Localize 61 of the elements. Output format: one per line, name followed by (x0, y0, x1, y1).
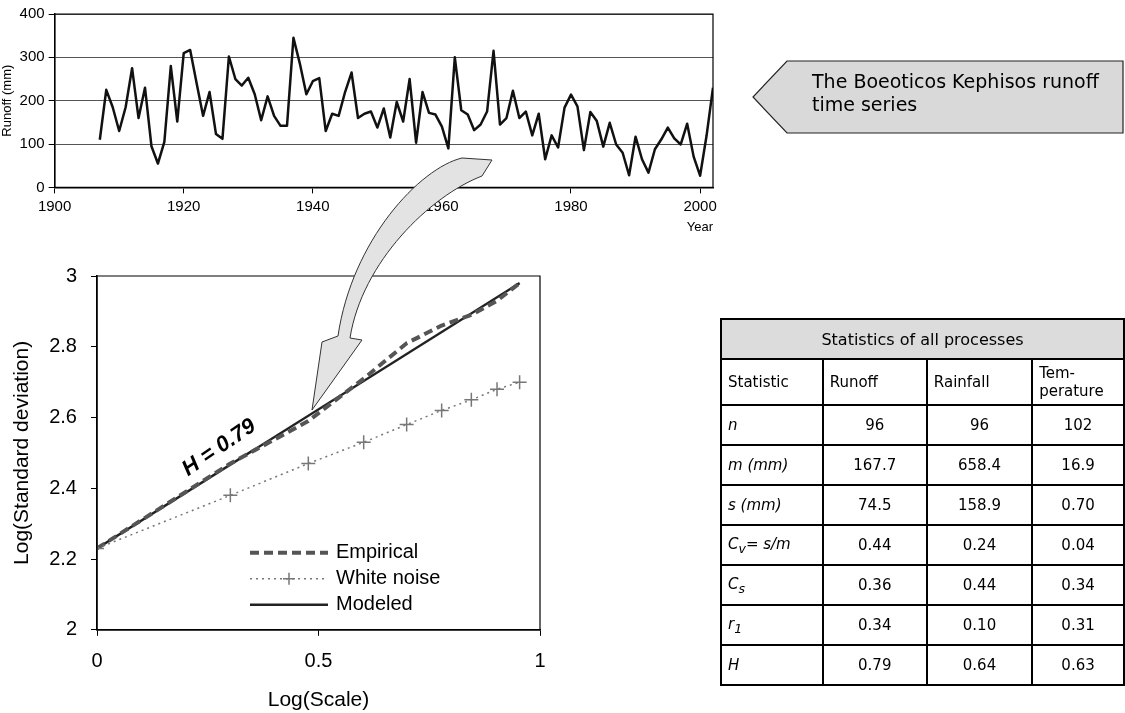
text: 0.79 (822, 645, 927, 685)
y-tick-label: 2.8 (49, 334, 77, 357)
x-axis-title: Year (686, 218, 714, 234)
y-tick-label: 300 (19, 47, 45, 65)
y-tick-label: 100 (19, 134, 45, 152)
category-label: Tem-perature (1032, 359, 1124, 405)
x-tick-label: 2000 (683, 196, 717, 214)
text: 167.7 (822, 445, 927, 485)
text: 0.63 (1032, 645, 1124, 685)
text: 0.34 (822, 605, 927, 645)
text: 96 (926, 405, 1033, 445)
text: The Boeoticos Kephisos runoff time series (812, 70, 1101, 116)
text: 158.9 (926, 485, 1033, 525)
text: 0.34 (1032, 565, 1124, 605)
x-axis-title: Log(Scale) (267, 687, 370, 711)
legend-label: Empirical (336, 540, 419, 563)
x-tick-label: 1 (534, 649, 546, 672)
x-tick-label: 1920 (167, 196, 201, 214)
text: 0.10 (926, 605, 1033, 645)
text: s (mm) (721, 485, 823, 525)
y-tick-label: 2.4 (49, 475, 77, 498)
text: C$_{s}$ (721, 565, 823, 605)
text: 0.31 (1032, 605, 1124, 645)
y-axis-title: Runoff (mm) (0, 64, 15, 137)
text: 0.24 (926, 525, 1033, 565)
y-tick-label: 2.2 (49, 546, 77, 569)
y-tick-label: 3 (65, 263, 77, 286)
y-tick-label: 2.6 (49, 405, 77, 428)
text: 0.36 (822, 565, 927, 605)
text: 102 (1032, 405, 1124, 445)
legend-label: Modeled (336, 592, 413, 615)
annotation: H = 0.79 (176, 412, 261, 481)
text: 658.4 (926, 445, 1033, 485)
y-axis-title: Log(Standard deviation) (9, 340, 33, 565)
x-tick-label: 0 (91, 649, 103, 672)
text: n (721, 405, 823, 445)
text: 0.04 (1032, 525, 1124, 565)
y-tick-label: 400 (19, 4, 45, 22)
legend-label: White noise (336, 566, 441, 589)
text: H (721, 645, 823, 685)
text: 0.70 (1032, 485, 1124, 525)
text: 0.64 (926, 645, 1033, 685)
text: 16.9 (1032, 445, 1124, 485)
category-label: Rainfall (926, 359, 1033, 405)
x-tick-label: 1900 (37, 196, 72, 214)
text: m (mm) (721, 445, 823, 485)
text: r$_{1}$ (721, 605, 823, 645)
category-label: Statistic (721, 359, 823, 405)
text: 0.44 (822, 525, 927, 565)
text: Statistics of all processes (721, 319, 1124, 359)
y-tick-label: 200 (19, 90, 45, 108)
category-label: Runoff (822, 359, 927, 405)
x-tick-label: 1980 (554, 196, 588, 214)
text: 74.5 (822, 485, 927, 525)
text: 0.44 (926, 565, 1033, 605)
text: 96 (822, 405, 927, 445)
x-tick-label: 1940 (296, 196, 330, 214)
text: C$_{v}$= s/m (721, 525, 823, 565)
y-tick-label: 2 (65, 617, 77, 640)
y-tick-label: 0 (36, 177, 45, 195)
x-tick-label: 0.5 (304, 649, 333, 672)
